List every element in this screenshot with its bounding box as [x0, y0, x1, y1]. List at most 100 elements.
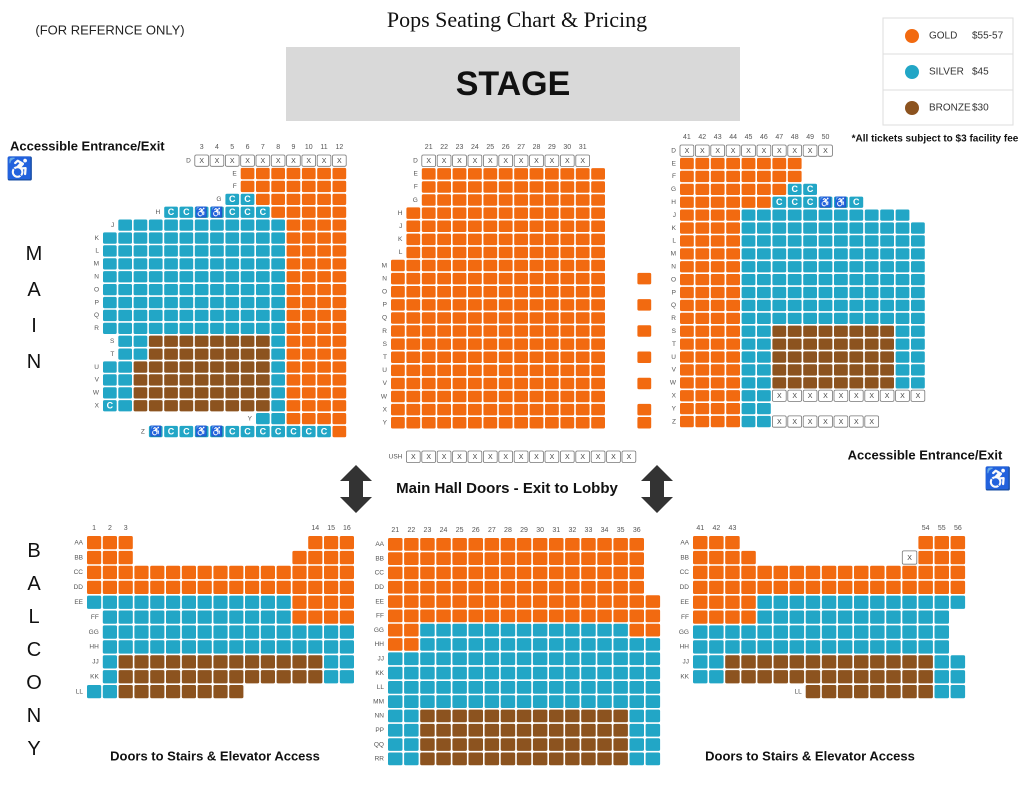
seat [317, 348, 331, 360]
seat [516, 538, 532, 551]
seat [150, 685, 165, 699]
seat [629, 638, 644, 651]
seat [545, 403, 559, 416]
seat [133, 335, 148, 347]
seat [317, 322, 331, 334]
seat [514, 312, 528, 324]
seat [225, 296, 240, 309]
seat [240, 167, 255, 180]
seat [317, 387, 331, 399]
seat [317, 413, 331, 425]
seat [710, 235, 725, 247]
seat [693, 536, 708, 550]
seat [332, 413, 347, 425]
seat [529, 233, 544, 246]
row-label: J [399, 223, 402, 230]
seat [437, 233, 451, 246]
unavailable-seat [498, 450, 513, 463]
seat [575, 286, 590, 298]
unavailable-seat [421, 154, 436, 167]
seat [803, 364, 817, 376]
seat [452, 286, 467, 298]
seat [286, 232, 301, 244]
seat-number: 8 [276, 144, 280, 151]
seat [308, 536, 323, 550]
seat [516, 752, 532, 766]
seat [406, 220, 421, 232]
seat [468, 595, 483, 608]
seat [229, 610, 244, 624]
seat [849, 377, 864, 389]
seat [484, 666, 500, 680]
seat [421, 207, 436, 219]
seat [225, 361, 240, 373]
seat-mark: C [244, 194, 251, 204]
seat [597, 538, 612, 551]
seat [179, 335, 194, 347]
seat [725, 580, 740, 594]
seat [918, 640, 933, 654]
unavailable-seat [498, 154, 513, 167]
seat [133, 245, 148, 257]
seat [332, 258, 347, 270]
seat [452, 272, 467, 285]
seat [164, 335, 178, 347]
seat [613, 580, 628, 594]
seat [849, 312, 864, 324]
seat [179, 361, 194, 373]
seat [789, 565, 805, 580]
seat [102, 685, 117, 699]
seat-mark: X [808, 419, 813, 426]
seat [452, 752, 467, 766]
seat [197, 625, 212, 639]
seat [834, 286, 848, 299]
seat [452, 595, 467, 608]
seat-number: 36 [633, 527, 641, 534]
seat [179, 232, 194, 244]
seat [484, 566, 500, 580]
seat-mark: C [776, 197, 783, 207]
seat [181, 625, 196, 639]
seat [950, 655, 966, 669]
seat-number: 21 [391, 527, 399, 534]
seat [803, 338, 817, 350]
seat [529, 312, 544, 324]
legend-name: BRONZE [929, 103, 971, 114]
unavailable-seat [621, 450, 637, 463]
unavailable-seat [452, 154, 467, 167]
seat [164, 232, 178, 244]
seat [87, 685, 102, 699]
seat [880, 274, 894, 286]
row-label: J [673, 212, 676, 219]
seat [934, 610, 949, 624]
seat [103, 361, 117, 373]
companion-seat [179, 425, 194, 438]
seat [591, 377, 605, 390]
seat [821, 595, 837, 609]
seat [849, 222, 864, 234]
seat [516, 666, 532, 680]
seat [629, 666, 644, 680]
seat [680, 286, 694, 299]
seat [240, 387, 255, 399]
seat [787, 157, 802, 170]
seat-number: 12 [335, 144, 343, 151]
seat [421, 272, 436, 285]
seat [516, 638, 532, 651]
seat [134, 655, 149, 669]
seat [179, 400, 194, 412]
unavailable-seat [452, 450, 467, 463]
seat [240, 374, 255, 386]
seat [87, 595, 102, 609]
seat [420, 695, 435, 708]
seat [194, 219, 209, 231]
seat [133, 387, 148, 399]
seat [271, 219, 285, 231]
seat [436, 695, 451, 708]
stage-label: STAGE [456, 65, 571, 103]
seat [514, 220, 528, 232]
legend-price: $30 [972, 103, 989, 114]
seat [757, 157, 771, 170]
seat [870, 670, 885, 684]
seat [591, 272, 605, 285]
